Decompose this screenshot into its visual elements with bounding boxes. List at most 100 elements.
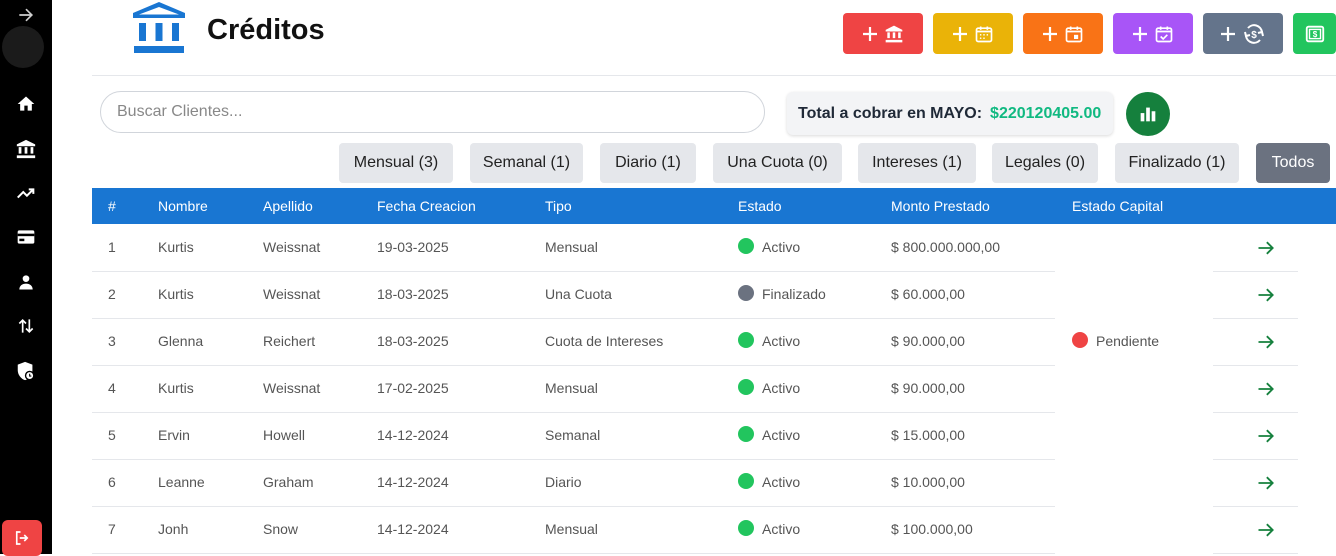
cell-lastname: Weissnat xyxy=(263,239,321,255)
filter-legales[interactable]: Legales (0) xyxy=(992,143,1098,183)
row-divider xyxy=(1213,412,1298,413)
cell-lastname: Snow xyxy=(263,521,299,537)
row-divider xyxy=(1213,271,1298,272)
column-header-number: # xyxy=(108,198,116,214)
sidebar-item-clients[interactable] xyxy=(0,267,52,297)
view-credit-button[interactable] xyxy=(1254,377,1278,401)
status-label: Activo xyxy=(762,333,801,349)
row-divider xyxy=(92,506,1055,507)
row-divider xyxy=(92,365,1055,366)
cell-date: 18-03-2025 xyxy=(377,333,449,349)
cell-number: 3 xyxy=(108,333,116,349)
column-header-name: Nombre xyxy=(158,198,208,214)
row-divider xyxy=(1213,365,1298,366)
sidebar-expand-button[interactable] xyxy=(0,0,52,30)
sidebar-item-home[interactable] xyxy=(0,89,52,119)
arrow-right-icon xyxy=(1258,382,1274,396)
view-credit-button[interactable] xyxy=(1254,283,1278,307)
cell-status: Activo xyxy=(738,459,800,506)
column-header-type: Tipo xyxy=(545,198,572,214)
total-amount: $220120405.00 xyxy=(990,104,1102,122)
filter-mensual[interactable]: Mensual (3) xyxy=(339,143,453,183)
cell-name: Ervin xyxy=(158,427,190,443)
status-dot xyxy=(738,285,754,301)
cell-amount: $ 60.000,00 xyxy=(891,286,965,302)
add-interest-button[interactable]: $ xyxy=(1203,13,1283,54)
row-divider xyxy=(92,318,1055,319)
status-dot xyxy=(738,379,754,395)
view-credit-button[interactable] xyxy=(1254,236,1278,260)
search-input[interactable] xyxy=(100,91,765,133)
total-label: Total a cobrar en MAYO: xyxy=(798,104,983,122)
cell-amount: $ 15.000,00 xyxy=(891,427,965,443)
table-row: 2 Kurtis Weissnat 18-03-2025 Una Cuota Finali… xyxy=(92,271,1336,318)
add-monthly-button[interactable] xyxy=(933,13,1013,54)
status-dot xyxy=(738,238,754,254)
cell-status: Activo xyxy=(738,412,800,459)
filter-todos[interactable]: Todos xyxy=(1256,143,1330,183)
status-dot xyxy=(738,473,754,489)
sidebar-item-payments[interactable] xyxy=(0,222,52,252)
cell-date: 18-03-2025 xyxy=(377,286,449,302)
row-divider xyxy=(92,412,1055,413)
cell-lastname: Weissnat xyxy=(263,286,321,302)
bank-icon xyxy=(133,2,185,53)
filter-una-cuota[interactable]: Una Cuota (0) xyxy=(713,143,842,183)
sidebar-item-transfers[interactable] xyxy=(0,311,52,341)
swap-vertical-icon xyxy=(18,318,34,334)
table-row: 4 Kurtis Weissnat 17-02-2025 Mensual Activo $ … xyxy=(92,365,1336,412)
plus-icon xyxy=(1133,26,1147,41)
column-header-date: Fecha Creacion xyxy=(377,198,476,214)
view-credit-button[interactable] xyxy=(1254,424,1278,448)
cell-date: 14-12-2024 xyxy=(377,521,449,537)
arrow-right-icon xyxy=(1258,429,1274,443)
row-divider xyxy=(92,271,1055,272)
status-label: Activo xyxy=(762,521,801,537)
sidebar-item-credits[interactable] xyxy=(0,134,52,164)
filter-finalizado[interactable]: Finalizado (1) xyxy=(1115,143,1239,183)
arrow-right-icon xyxy=(19,8,34,22)
add-single-payment-button[interactable] xyxy=(1113,13,1193,54)
cell-type: Mensual xyxy=(545,380,598,396)
cell-name: Jonh xyxy=(158,521,189,537)
cell-name: Leanne xyxy=(158,474,205,490)
view-credit-button[interactable] xyxy=(1254,518,1278,542)
table-row: 3 Glenna Reichert 18-03-2025 Cuota de Intere… xyxy=(92,318,1336,365)
add-daily-button[interactable] xyxy=(1023,13,1103,54)
sidebar-item-stats[interactable] xyxy=(0,178,52,208)
avatar[interactable] xyxy=(2,26,44,68)
column-header-capital-status: Estado Capital xyxy=(1072,198,1164,214)
filter-semanal[interactable]: Semanal (1) xyxy=(470,143,583,183)
logout-button[interactable] xyxy=(2,520,42,556)
cell-type: Una Cuota xyxy=(545,286,612,302)
cell-date: 14-12-2024 xyxy=(377,474,449,490)
sidebar-item-security[interactable] xyxy=(0,356,52,386)
stats-button[interactable] xyxy=(1126,92,1170,136)
add-credit-button[interactable] xyxy=(843,13,923,54)
view-credit-button[interactable] xyxy=(1254,471,1278,495)
payments-button[interactable]: $ xyxy=(1293,13,1336,54)
plus-icon xyxy=(863,26,877,41)
status-label: Activo xyxy=(762,239,801,255)
cell-name: Glenna xyxy=(158,333,204,349)
table-header: # Nombre Apellido Fecha Creacion Tipo Es… xyxy=(92,188,1336,224)
cell-lastname: Weissnat xyxy=(263,380,321,396)
cell-amount: $ 10.000,00 xyxy=(891,474,965,490)
cell-type: Semanal xyxy=(545,427,601,443)
page-title: Créditos xyxy=(207,14,325,46)
calendar-day-icon xyxy=(1065,26,1083,42)
row-divider xyxy=(92,459,1055,460)
filter-intereses[interactable]: Intereses (1) xyxy=(858,143,976,183)
cell-date: 14-12-2024 xyxy=(377,427,449,443)
cell-name: Kurtis xyxy=(158,286,194,302)
cell-status: Finalizado xyxy=(738,271,826,318)
cell-type: Mensual xyxy=(545,521,598,537)
view-credit-button[interactable] xyxy=(1254,330,1278,354)
arrow-right-icon xyxy=(1258,288,1274,302)
row-divider xyxy=(1213,318,1298,319)
cell-number: 6 xyxy=(108,474,116,490)
filter-diario[interactable]: Diario (1) xyxy=(600,143,696,183)
plus-icon xyxy=(1221,26,1235,41)
money-bill-icon: $ xyxy=(1305,25,1324,42)
cell-type: Diario xyxy=(545,474,582,490)
